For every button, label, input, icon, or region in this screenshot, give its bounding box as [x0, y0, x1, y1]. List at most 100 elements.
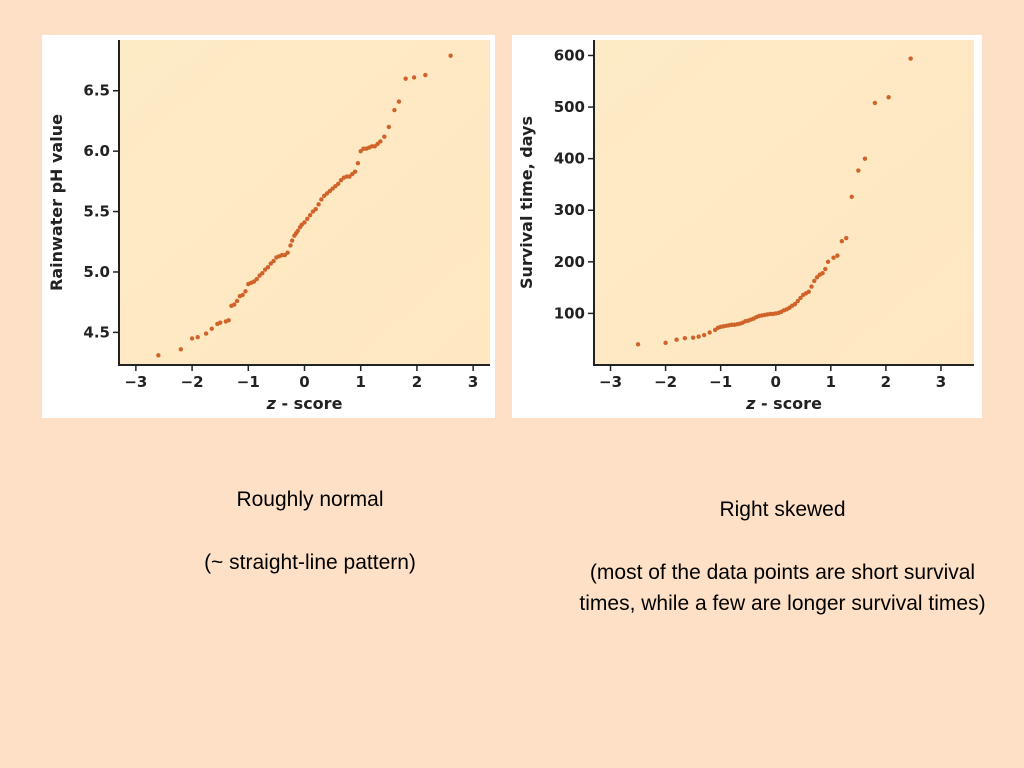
x-tick-label: −3 [124, 373, 147, 391]
y-tick-label: 200 [554, 253, 585, 271]
data-point [844, 235, 849, 241]
data-point [795, 298, 800, 304]
x-tick-label: 3 [468, 373, 478, 391]
caption-right-title: Right skewed [719, 498, 846, 521]
data-point [285, 250, 290, 255]
data-point [156, 353, 161, 358]
caption-right-detail: (most of the data points are short survi… [579, 561, 986, 615]
data-point [635, 342, 641, 347]
data-point [690, 335, 696, 340]
x-tick-label: 1 [355, 373, 365, 391]
data-point [243, 289, 248, 294]
x-axis-title: z - score [745, 394, 822, 413]
y-tick-label: 6.5 [83, 82, 110, 100]
data-point [849, 194, 854, 200]
data-point [411, 75, 417, 80]
x-tick-label: 1 [826, 373, 836, 391]
data-point [839, 238, 845, 244]
data-point [254, 277, 259, 282]
data-point [825, 259, 831, 265]
data-point [872, 100, 878, 106]
data-point [305, 216, 310, 222]
y-tick-label: 500 [554, 98, 585, 116]
data-point [812, 278, 817, 284]
data-point [234, 298, 240, 304]
x-tick-label: 3 [936, 373, 946, 391]
data-point [798, 295, 803, 301]
data-point [392, 107, 397, 113]
data-point [423, 72, 428, 78]
data-point [271, 258, 276, 264]
y-axis-title: Rainwater pH value [47, 114, 66, 291]
data-point [701, 332, 707, 338]
y-tick-label: 4.5 [83, 323, 110, 341]
x-tick-label: −1 [237, 373, 260, 391]
data-point [862, 156, 868, 161]
data-point [396, 99, 402, 104]
data-point [226, 318, 231, 323]
x-axis-title-rest: - score [276, 394, 343, 413]
data-point [265, 264, 271, 270]
data-point [232, 302, 237, 307]
y-tick-label: 5.0 [83, 263, 110, 281]
data-point [663, 340, 668, 346]
data-point [382, 134, 387, 139]
data-point [886, 95, 891, 100]
data-point [856, 168, 861, 173]
y-tick-label: 400 [554, 150, 585, 168]
data-point [823, 266, 828, 272]
data-point [240, 292, 245, 298]
data-point [831, 255, 836, 260]
data-point [355, 161, 361, 166]
data-point [386, 124, 392, 130]
data-point [674, 337, 679, 342]
data-point [378, 139, 383, 144]
x-tick-label: −2 [181, 373, 204, 391]
x-tick-label: −1 [709, 373, 732, 391]
data-point [352, 169, 358, 174]
y-tick-label: 5.5 [83, 203, 110, 221]
y-tick-label: 6.0 [83, 142, 110, 160]
data-point [195, 335, 200, 340]
data-point [316, 202, 321, 207]
data-point [295, 228, 300, 234]
data-point [307, 212, 313, 218]
y-tick-label: 300 [554, 201, 585, 219]
x-tick-label: 0 [771, 373, 781, 391]
data-point [289, 238, 295, 243]
caption-right: Right skewed (most of the data points ar… [575, 494, 990, 619]
data-point [313, 206, 318, 212]
data-point [336, 181, 341, 186]
data-point [792, 301, 798, 307]
plot-area [119, 40, 490, 365]
data-point [448, 53, 453, 58]
chart-panel-right: −3 −2 −1 0 1 2 3 100 200 300 400 500 600 z - score Sur… [512, 35, 982, 418]
x-axis-title-italic: z [745, 394, 756, 413]
data-point [319, 197, 324, 202]
data-point [260, 270, 265, 276]
rainwater-ph-qq-plot: −3 −2 −1 0 1 2 3 4.5 5.0 5.5 6.0 6.5 z - score Rainwa… [47, 40, 490, 413]
caption-left: Roughly normal (~ straight-line pattern) [150, 484, 470, 578]
data-point [288, 243, 293, 248]
data-point [809, 284, 814, 289]
data-point [189, 336, 195, 341]
caption-left-title: Roughly normal [236, 488, 384, 511]
x-tick-label: −3 [599, 373, 622, 391]
data-point [820, 270, 825, 276]
data-point [203, 331, 209, 336]
x-axis-title-rest: - score [755, 394, 822, 413]
data-point [302, 220, 307, 225]
x-tick-label: −2 [654, 373, 677, 391]
x-tick-label: 2 [412, 373, 422, 391]
data-point [707, 330, 712, 335]
data-point [835, 253, 840, 258]
survival-time-qq-plot: −3 −2 −1 0 1 2 3 100 200 300 400 500 600 z - score Sur… [517, 40, 974, 413]
data-point [814, 275, 820, 280]
data-point [682, 335, 688, 341]
x-axis-title: z - score [266, 394, 343, 413]
y-axis-title: Survival time, days [517, 116, 536, 289]
data-point [178, 347, 184, 352]
x-tick-label: 2 [881, 373, 891, 391]
plot-area [594, 40, 974, 365]
chart-panel-left: −3 −2 −1 0 1 2 3 4.5 5.0 5.5 6.0 6.5 z - score Rainwa… [42, 35, 495, 418]
